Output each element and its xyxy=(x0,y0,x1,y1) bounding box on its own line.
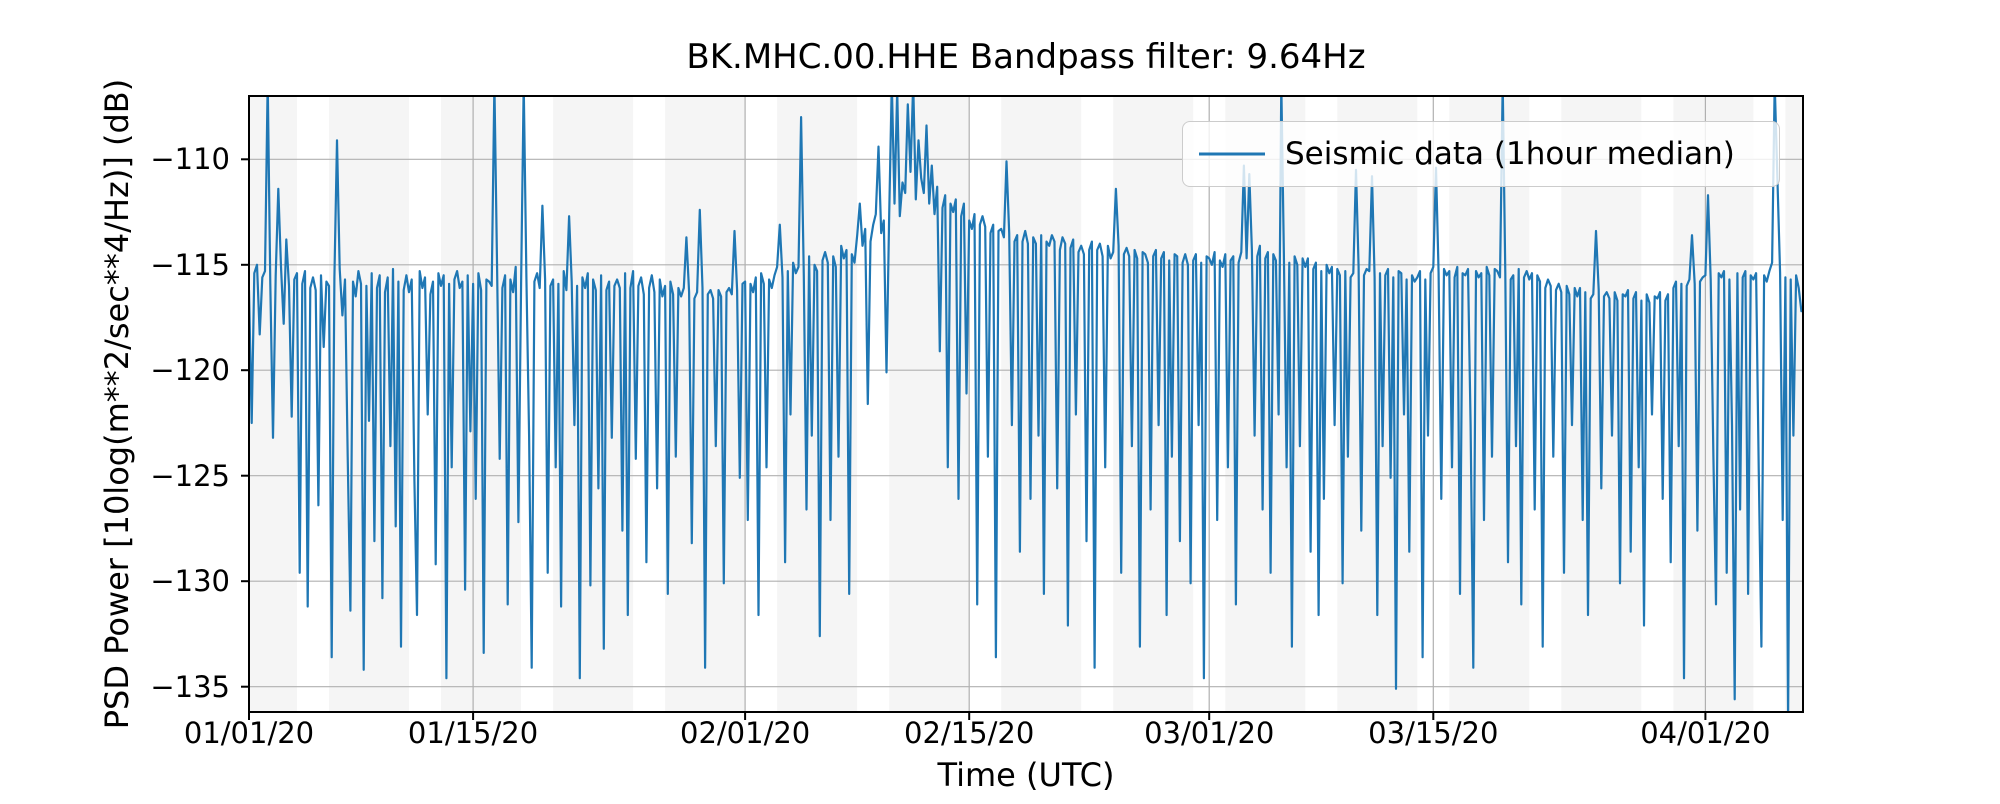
y-tick-label: −120 xyxy=(150,353,230,388)
y-tick-label: −130 xyxy=(150,564,230,599)
y-tick-label: −125 xyxy=(150,458,230,493)
y-tick-label: −115 xyxy=(150,247,230,282)
legend-line-sample xyxy=(1199,152,1265,156)
x-axis-label: Time (UTC) xyxy=(937,756,1115,794)
weekday-band xyxy=(1113,96,1194,712)
x-tick-label: 03/01/20 xyxy=(1144,716,1275,750)
plot-border xyxy=(248,95,1804,713)
y-tick-label: −110 xyxy=(150,142,230,177)
x-tick-label: 03/15/20 xyxy=(1368,716,1499,750)
x-tick-label: 04/01/20 xyxy=(1640,716,1771,750)
chart-title: BK.MHC.00.HHE Bandpass filter: 9.64Hz xyxy=(686,37,1366,77)
x-tick-label: 01/01/20 xyxy=(183,716,315,750)
x-tick-label: 02/01/20 xyxy=(680,716,811,750)
y-tick-label: −135 xyxy=(150,669,230,704)
legend-box: Seismic data (1hour median) xyxy=(1182,121,1780,187)
weekday-band xyxy=(1561,96,1642,712)
x-tick-label: 01/15/20 xyxy=(407,716,539,750)
legend-label: Seismic data (1hour median) xyxy=(1285,136,1735,172)
x-tick-label: 02/15/20 xyxy=(904,716,1035,750)
seismic-data-line xyxy=(249,96,1803,712)
